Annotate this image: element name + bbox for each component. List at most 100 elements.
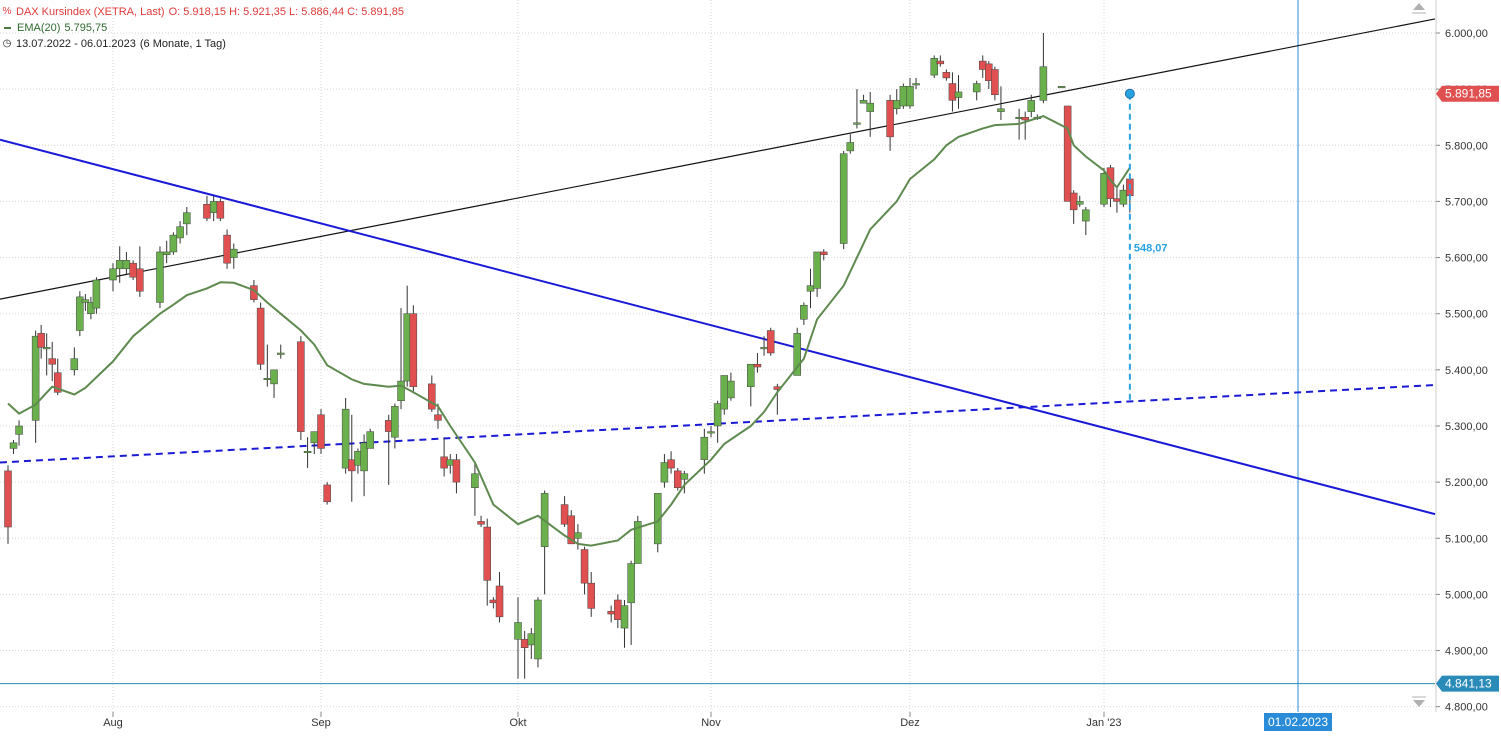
candle <box>303 437 312 469</box>
candle-body <box>839 153 848 244</box>
candle-body <box>680 473 689 480</box>
candle <box>223 229 231 269</box>
x-tick-label: Aug <box>103 717 123 729</box>
candle <box>853 89 861 129</box>
candle-body <box>53 372 62 393</box>
candle-body <box>667 459 675 469</box>
candle-body <box>9 442 18 449</box>
candle <box>580 546 589 595</box>
x-tick-label: Nov <box>701 717 721 729</box>
candle <box>942 69 951 81</box>
percent-icon: % <box>2 6 12 17</box>
y-tick-label: 5.300,00 <box>1445 421 1488 433</box>
trendlines[interactable] <box>0 18 1436 516</box>
candle-body <box>109 268 117 281</box>
candle <box>673 468 682 491</box>
candle-body <box>707 431 715 434</box>
candle-body <box>223 234 231 264</box>
candle <box>1057 86 1066 89</box>
candle-body <box>800 305 808 320</box>
candle-body <box>310 431 319 444</box>
candle <box>560 496 569 528</box>
ema-value: 5.795,75 <box>64 22 108 34</box>
date-range-detail: (6 Monate, 1 Tag) <box>139 38 226 50</box>
candle <box>866 91 874 137</box>
candle-body <box>115 260 124 270</box>
candle <box>936 55 945 67</box>
candle-body <box>409 313 418 387</box>
candle <box>620 600 629 648</box>
candle <box>813 251 821 297</box>
candle <box>899 83 908 109</box>
candle <box>109 263 117 292</box>
candle-body <box>81 299 90 303</box>
candle-body <box>471 473 479 488</box>
instrument-name[interactable]: DAX Kursindex (XETRA, Last) <box>16 6 165 18</box>
candle-body <box>1113 198 1121 202</box>
candle <box>495 571 504 623</box>
candle <box>9 440 18 455</box>
x-tick-label: Dez <box>900 717 920 729</box>
y-tick-label: 5.200,00 <box>1445 477 1488 489</box>
candle-body <box>70 358 79 371</box>
x-tick-label: Jan '23 <box>1086 717 1121 729</box>
candle <box>753 352 762 373</box>
legend-instrument-row: % DAX Kursindex (XETRA, Last) O: 5.918,1… <box>2 4 404 20</box>
candle-body <box>183 212 191 225</box>
candle <box>997 86 1005 121</box>
candle <box>912 77 920 90</box>
trendline-black[interactable] <box>0 18 1436 300</box>
candle <box>276 344 285 359</box>
candle <box>660 454 669 488</box>
candle-body <box>899 86 908 107</box>
candle <box>409 305 418 393</box>
scroll-down-icon[interactable] <box>1413 700 1425 707</box>
candle <box>256 302 265 370</box>
y-tick-label: 5.500,00 <box>1445 309 1488 321</box>
candle-body <box>397 380 405 401</box>
candle-body <box>930 58 938 76</box>
candle <box>972 80 981 101</box>
candle-body <box>483 526 491 581</box>
candle <box>156 246 164 309</box>
candle-body <box>360 442 368 472</box>
ohlc-values: O: 5.918,15 H: 5.921,35 L: 5.886,44 C: 5… <box>168 6 405 18</box>
candle-body <box>747 363 755 387</box>
candle <box>906 77 914 109</box>
candle <box>839 150 848 250</box>
candle-body <box>866 102 874 112</box>
scroll-up-icon[interactable] <box>1413 3 1425 10</box>
candle <box>81 294 90 311</box>
candle <box>169 232 178 255</box>
candle-body <box>820 251 828 256</box>
chart-legend: % DAX Kursindex (XETRA, Last) O: 5.918,1… <box>2 4 404 52</box>
candle-body <box>520 639 529 648</box>
candle <box>183 207 191 236</box>
date-range[interactable]: 13.07.2022 - 06.01.2023 <box>16 38 136 50</box>
legend-range-row: ◷ 13.07.2022 - 06.01.2023 (6 Monate, 1 T… <box>2 36 404 52</box>
candle <box>477 515 485 528</box>
ema-label[interactable]: EMA(20) <box>17 22 61 34</box>
candle-body <box>760 347 768 350</box>
current-price-badge: 5.891,85 <box>1436 85 1499 102</box>
candle <box>76 291 84 337</box>
candle-body <box>560 504 569 525</box>
candle <box>627 560 635 645</box>
candle-body <box>806 285 815 292</box>
trendline-blue-down[interactable] <box>0 138 1436 516</box>
candle-body <box>42 347 51 350</box>
overlay: 548,07 <box>1124 88 1168 402</box>
y-tick-label: 5.000,00 <box>1445 589 1488 601</box>
candle-body <box>270 369 278 385</box>
ema-line <box>7 115 1131 547</box>
candle-body <box>713 403 722 427</box>
candle-body <box>303 450 312 453</box>
candle-body <box>452 459 461 483</box>
candle <box>514 597 522 679</box>
candle <box>727 372 735 401</box>
candle-body <box>48 358 56 365</box>
candle-body <box>942 72 951 79</box>
candle-body <box>203 203 211 219</box>
candle-body <box>76 296 84 331</box>
